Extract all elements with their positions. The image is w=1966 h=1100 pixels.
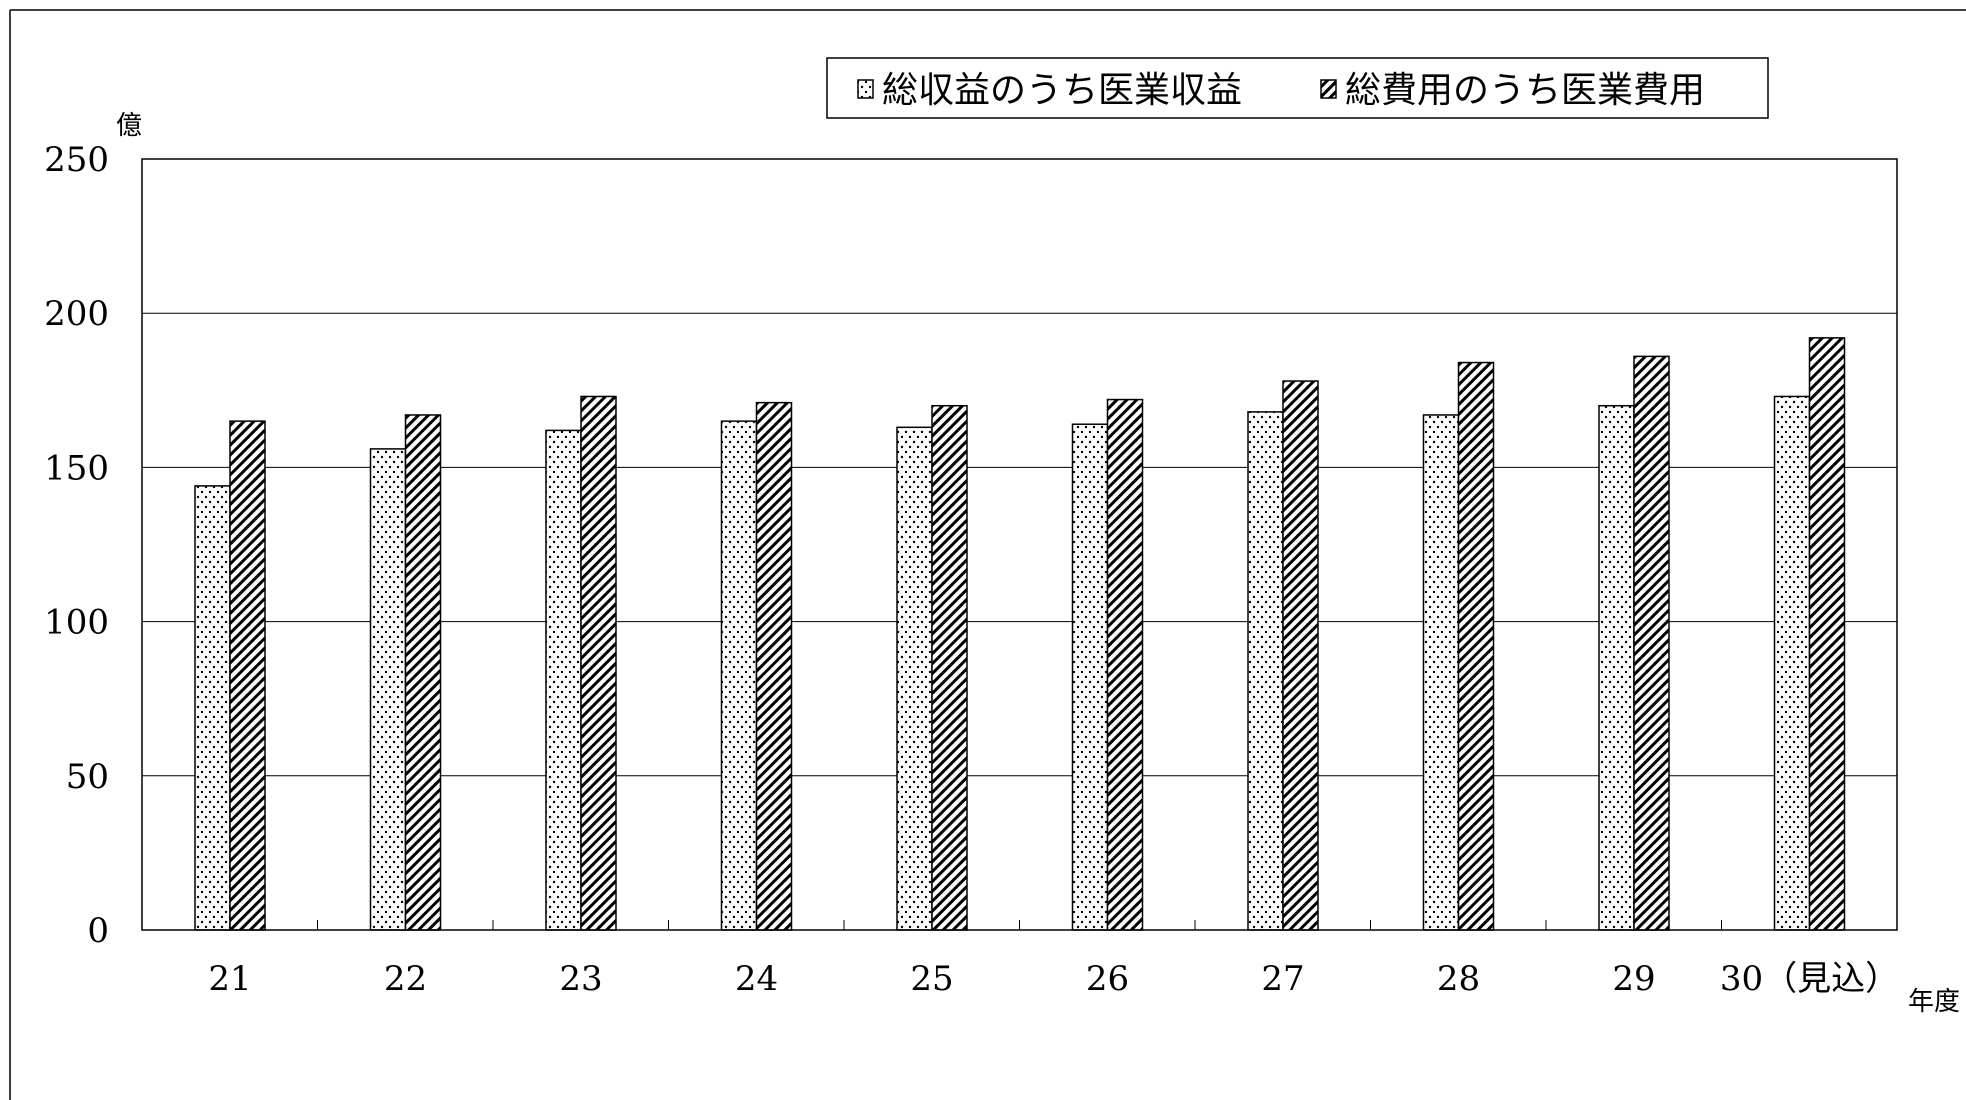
y-tick-labels: 0 50 100 150 200 250 xyxy=(44,140,109,951)
legend-swatch-revenue xyxy=(857,79,874,99)
bar-expense xyxy=(755,401,793,931)
bar-revenue xyxy=(1773,395,1811,931)
y-tick-label: 50 xyxy=(66,757,109,797)
x-tick-label: 23 xyxy=(559,959,602,999)
bar-revenue xyxy=(1071,423,1109,931)
bar-expense xyxy=(1282,380,1319,931)
y-tick-label: 200 xyxy=(44,294,109,334)
bar-expense xyxy=(1808,337,1846,931)
bar-expense xyxy=(404,414,442,931)
bar-expense xyxy=(931,404,968,931)
bars xyxy=(194,337,1846,931)
x-tick-label: 30（見込） xyxy=(1720,959,1899,999)
legend-label-revenue: 総収益のうち医業収益 xyxy=(882,70,1242,111)
x-tick-label: 22 xyxy=(384,959,427,999)
legend: 総収益のうち医業収益 総費用のうち医業費用 xyxy=(826,57,1769,119)
x-axis-unit-label: 年度 xyxy=(1908,987,1960,1017)
bar-revenue xyxy=(545,429,582,931)
x-tick-labels: 21 22 23 24 25 26 27 28 29 30（見込） xyxy=(208,959,1899,999)
y-tick-label: 100 xyxy=(44,603,109,643)
legend-swatch-expense xyxy=(1320,79,1337,99)
bar-expense xyxy=(1457,361,1495,931)
bar-revenue xyxy=(896,426,933,931)
x-tick-marks xyxy=(317,920,1722,930)
bar-expense xyxy=(1633,355,1670,931)
y-tick-label: 250 xyxy=(44,140,109,180)
y-tick-label: 0 xyxy=(87,911,109,951)
bar-revenue xyxy=(1422,414,1460,931)
x-tick-label: 21 xyxy=(208,959,251,999)
legend-label-expense: 総費用のうち医業費用 xyxy=(1345,70,1705,111)
x-tick-label: 28 xyxy=(1437,959,1480,999)
bar-expense xyxy=(580,395,617,931)
bar-revenue xyxy=(1598,404,1635,931)
legend-box xyxy=(826,57,1769,119)
bar-expense xyxy=(229,420,266,931)
x-tick-label: 26 xyxy=(1086,959,1129,999)
x-tick-label: 27 xyxy=(1261,959,1304,999)
x-tick-label: 24 xyxy=(735,959,778,999)
bar-expense xyxy=(1106,398,1144,931)
y-axis-unit-label: 億 xyxy=(116,111,142,141)
x-tick-label: 29 xyxy=(1612,959,1655,999)
bar-revenue xyxy=(194,485,231,931)
y-tick-label: 150 xyxy=(44,448,109,488)
bar-revenue xyxy=(720,420,758,931)
bar-revenue xyxy=(1247,411,1284,931)
x-tick-label: 25 xyxy=(910,959,953,999)
bar-revenue xyxy=(369,448,407,931)
